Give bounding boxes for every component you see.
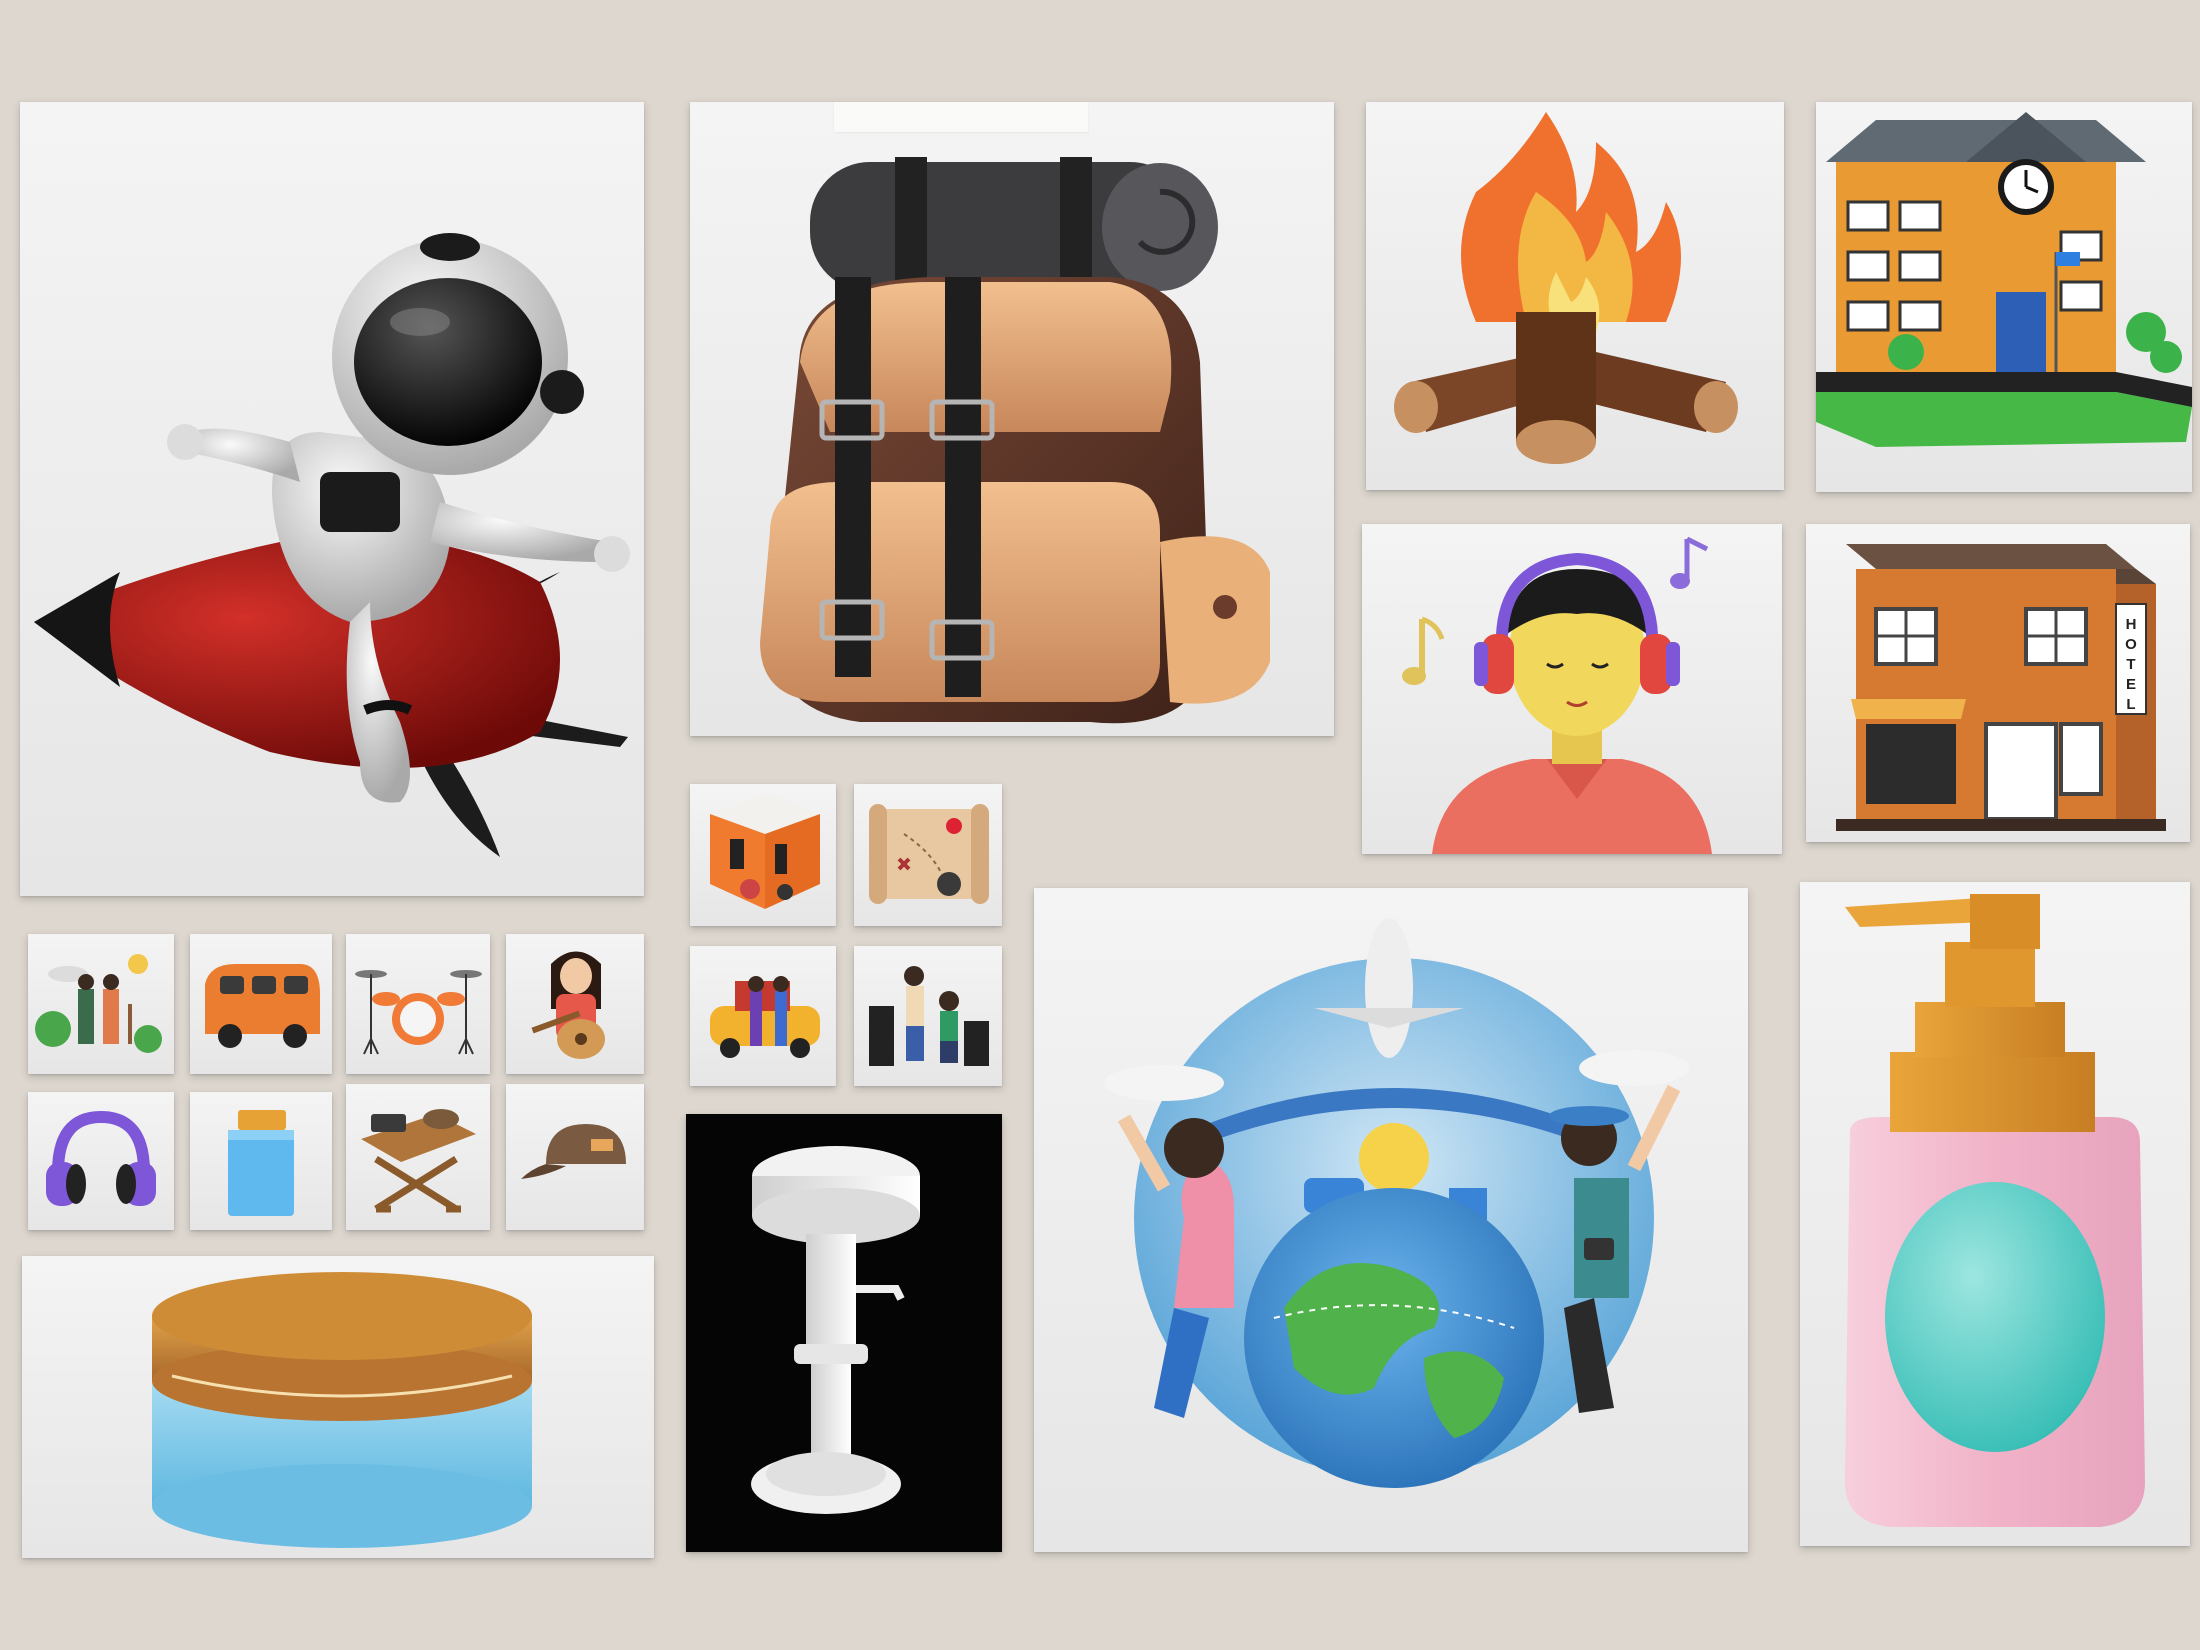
hiking-backpack-icon: [760, 157, 1270, 724]
treasure-map-icon: [869, 804, 989, 904]
astronaut-rocket-card[interactable]: [20, 102, 644, 896]
camper-van-card[interactable]: [190, 934, 332, 1074]
campfire-card[interactable]: [1366, 102, 1784, 490]
drum-kit-card[interactable]: [346, 934, 490, 1074]
backpack-card[interactable]: [690, 102, 1334, 736]
cap-card[interactable]: [506, 1084, 644, 1230]
drum-kit-icon: [355, 970, 482, 1055]
folding-table-icon: [361, 1109, 476, 1213]
tape-strip: [834, 102, 1088, 132]
pump-bottle-icon: [1845, 894, 2145, 1527]
treasure-map-card[interactable]: [854, 784, 1002, 926]
camper-van-icon: [205, 964, 320, 1048]
pump-bottle-card[interactable]: [1800, 882, 2190, 1546]
headphones-card[interactable]: [28, 1092, 174, 1230]
music-studio-room-icon: [710, 794, 820, 909]
hikers-card[interactable]: [28, 934, 174, 1074]
studio-room-card[interactable]: [690, 784, 836, 926]
astronaut-riding-rocket-icon: [34, 233, 630, 857]
man-with-headphones-icon: [1402, 536, 1712, 854]
campfire-icon: [1394, 112, 1738, 464]
school-building-icon: [1816, 112, 2192, 447]
baseball-cap-icon: [521, 1124, 626, 1179]
musicians-card[interactable]: [854, 946, 1002, 1086]
hikers-icon: [35, 954, 162, 1053]
cosmetic-tin-icon: [152, 1272, 532, 1548]
jar-card[interactable]: [190, 1092, 332, 1230]
guitarist-card[interactable]: [506, 934, 644, 1074]
musicians-performing-icon: [869, 966, 989, 1066]
picnic-table-card[interactable]: [346, 1084, 490, 1230]
world-travel-icon: [1104, 918, 1689, 1488]
world-travel-card[interactable]: [1034, 888, 1748, 1552]
travelers-with-car-icon: [710, 976, 820, 1058]
girl-playing-guitar-icon: [531, 951, 605, 1059]
bar-stool-icon: [751, 1146, 920, 1514]
blue-jar-icon: [228, 1110, 294, 1216]
travelers-car-card[interactable]: [690, 946, 836, 1086]
school-building-card[interactable]: [1816, 102, 2192, 492]
listener-card[interactable]: [1362, 524, 1782, 854]
round-tin-card[interactable]: [22, 1256, 654, 1558]
bar-stool-card[interactable]: [686, 1114, 1002, 1552]
headphones-icon: [46, 1110, 156, 1206]
